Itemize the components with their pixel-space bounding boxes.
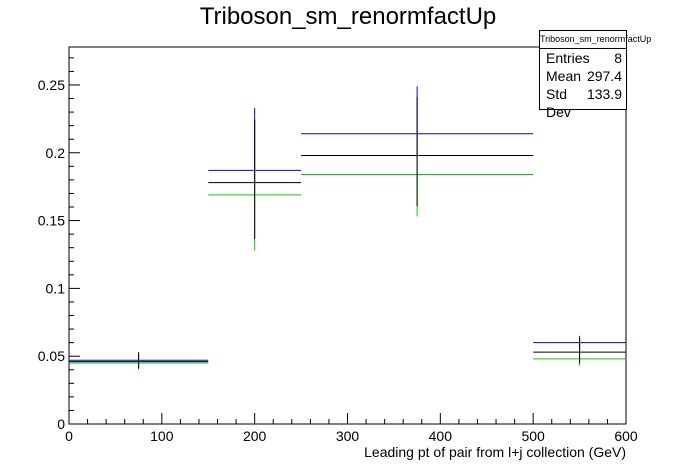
stats-label: Entries — [546, 50, 590, 66]
stats-title: Triboson_sm_renormfactUp — [540, 31, 651, 49]
x-tick-label: 0 — [65, 428, 73, 444]
stats-label: Mean — [546, 68, 582, 84]
stats-row-mean: Mean 297.4 — [540, 67, 626, 85]
x-tick-label: 200 — [243, 428, 267, 444]
x-tick-label: 400 — [429, 428, 453, 444]
stats-label: Std Dev — [546, 86, 571, 120]
stats-box: Triboson_sm_renormfactUp Entries 8 Mean … — [539, 30, 651, 120]
stats-value: 133.9 — [586, 86, 622, 102]
x-tick-label: 600 — [614, 428, 638, 444]
stats-row-entries: Entries 8 — [540, 49, 626, 67]
stats-value: 297.4 — [586, 68, 622, 84]
y-tick-label: 0.15 — [38, 213, 65, 229]
y-tick-label: 0.05 — [38, 348, 65, 364]
x-tick-label: 100 — [150, 428, 174, 444]
x-tick-label: 300 — [336, 428, 360, 444]
chart-title: Triboson_sm_renormfactUp — [200, 3, 497, 30]
y-tick-label: 0.25 — [38, 77, 65, 93]
stats-value: 8 — [614, 50, 622, 66]
y-tick-label: 0.1 — [46, 280, 66, 296]
y-tick-label: 0 — [57, 416, 65, 432]
axes: 0 100 200 300 400 500 600 0 0.05 0.1 0.15 0.2 0.25 — [38, 57, 638, 444]
y-tick-label: 0.2 — [46, 145, 66, 161]
x-axis-label: Leading pt of pair from l+j collection (… — [364, 444, 626, 460]
x-tick-label: 500 — [521, 428, 545, 444]
stats-row-stddev: Std Dev 133.9 — [540, 85, 626, 120]
histogram-series — [69, 86, 626, 370]
